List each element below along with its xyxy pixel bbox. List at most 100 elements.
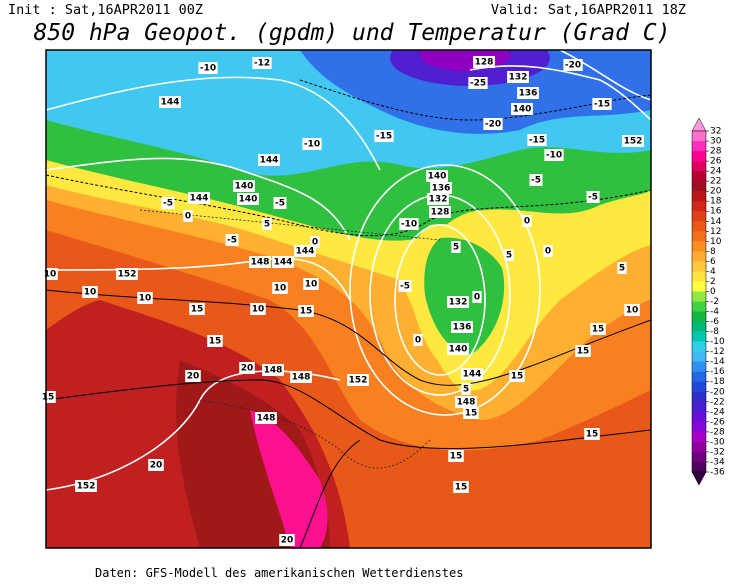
contour-label-bg: [310, 236, 320, 248]
contour-label: 0: [545, 247, 551, 257]
colorbar-label: -36: [710, 468, 725, 478]
contour-label-bg: [290, 371, 312, 383]
colorbar-segment: [692, 451, 706, 463]
contour: [349, 164, 541, 416]
colorbar-segment: [692, 151, 706, 162]
colorbar-label: 26: [710, 157, 722, 167]
contour-label-bg: [447, 296, 469, 308]
colorbar-segment: [692, 161, 706, 172]
colorbar-segment: [692, 251, 706, 262]
colorbar-label: 20: [710, 187, 722, 197]
colorbar-segment: [692, 321, 706, 332]
contour-label-bg: [272, 256, 294, 268]
contour-label: 5: [619, 264, 625, 274]
contour-label-bg: [82, 286, 98, 298]
contour-label: -5: [400, 282, 410, 292]
contour-label-bg: [451, 321, 473, 333]
contour-label: -15: [376, 132, 392, 142]
contour-label-bg: [447, 343, 469, 355]
contour: [46, 76, 381, 171]
contour-label: 140: [235, 182, 254, 192]
contour-label-bg: [303, 278, 319, 290]
contour-label: 140: [239, 195, 258, 205]
contour-label-bg: [137, 292, 153, 304]
colorbar-label: 2: [710, 277, 716, 287]
contour-label: -5: [227, 236, 237, 246]
contour-label: 10: [44, 270, 57, 280]
colorbar-label: -32: [710, 447, 725, 457]
contour-label-bg: [468, 77, 488, 89]
contour-label: 0: [312, 238, 318, 248]
colorbar-label: -8: [710, 327, 719, 337]
colorbar-segment: [692, 311, 706, 322]
contour-label: 15: [511, 372, 524, 382]
contour-label-bg: [461, 383, 471, 395]
contour-label: 0: [185, 212, 191, 222]
colorbar-segment: [692, 421, 706, 433]
colorbar-segment: [692, 331, 706, 342]
colorbar-segment: [692, 271, 706, 282]
contour-label-bg: [161, 197, 175, 209]
contour-label: 136: [519, 89, 538, 99]
colorbar-segment: [692, 431, 706, 443]
contour-label: 10: [305, 280, 318, 290]
contour-label-bg: [473, 56, 495, 68]
contour-label-bg: [255, 412, 277, 424]
contour-label: 15: [586, 430, 599, 440]
contour-label-bg: [262, 218, 272, 230]
contour-label-bg: [298, 305, 314, 317]
contour-label: 152: [77, 482, 96, 492]
contour-label: 148: [457, 398, 476, 408]
colorbar-label: -20: [710, 387, 725, 397]
contour: [394, 224, 486, 376]
contour-label-bg: [249, 256, 271, 268]
contour-label-bg: [517, 87, 539, 99]
contour-label-bg: [75, 480, 97, 492]
contour-label-bg: [189, 303, 205, 315]
colorbar-label: -18: [710, 377, 725, 387]
contour-label-bg: [427, 193, 449, 205]
contour-label: 5: [506, 251, 512, 261]
contour-label: 10: [626, 306, 639, 316]
colorbar-label: -12: [710, 347, 725, 357]
colorbar-label: 8: [710, 247, 716, 257]
colorbar-label: 14: [710, 217, 722, 227]
contour: [469, 65, 651, 121]
contour-label-bg: [272, 282, 288, 294]
colorbar-label: -10: [710, 337, 725, 347]
contour-label-bg: [592, 98, 612, 110]
colorbar-segment: [692, 381, 706, 393]
contour-label-bg: [509, 370, 525, 382]
contour-label: 5: [264, 220, 270, 230]
contour-label: 15: [455, 483, 468, 493]
colorbar-segment: [692, 281, 706, 292]
colorbar-segment: [692, 461, 706, 473]
colorbar-segment: [692, 391, 706, 403]
contour-label: 15: [465, 409, 478, 419]
contour-label: 0: [474, 293, 480, 303]
contour-label: 15: [577, 347, 590, 357]
colorbar-segment: [692, 141, 706, 152]
contour-label-bg: [237, 193, 259, 205]
contour-label-bg: [622, 135, 644, 147]
colorbar-label: 16: [710, 207, 722, 217]
contour-label: -12: [254, 59, 270, 69]
contour-label: 20: [241, 364, 254, 374]
contour-label: 144: [190, 194, 209, 204]
title: 850 hPa Geopot. (gpdm) und Temperatur (G…: [34, 20, 671, 46]
colorbar-label: 6: [710, 257, 716, 267]
init-time: Init : Sat,16APR2011 00Z: [8, 2, 203, 18]
colorbar-segment: [692, 181, 706, 192]
borders: [139, 209, 441, 469]
colorbar-segment: [692, 361, 706, 373]
colorbar-segment: [692, 411, 706, 423]
colorbar: 32302826242220181614121086420-2-4-6-8-10…: [691, 117, 725, 486]
colorbar-label: 0: [710, 287, 716, 297]
contour-label-bg: [185, 370, 201, 382]
contour-label: -20: [485, 120, 501, 130]
contour-label: 5: [463, 385, 469, 395]
contour-label-bg: [455, 396, 477, 408]
colorbar-segment: [692, 441, 706, 453]
contour-label-bg: [426, 170, 448, 182]
